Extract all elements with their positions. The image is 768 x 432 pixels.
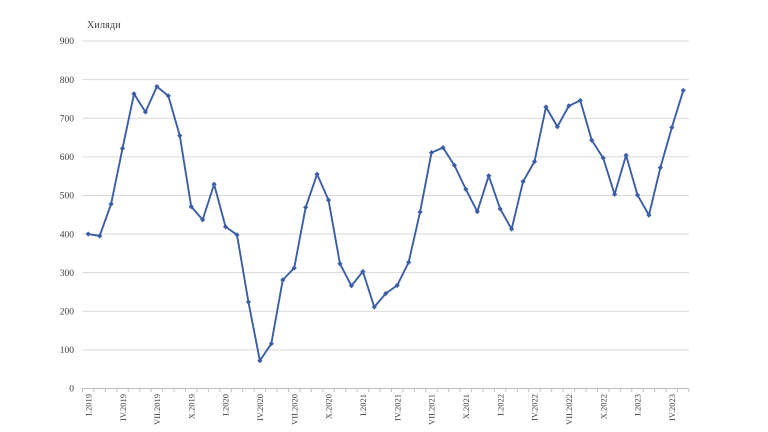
- data-point-marker: [646, 212, 652, 218]
- data-point-marker: [245, 299, 252, 305]
- x-axis-tick-label: I.2023: [633, 394, 643, 416]
- data-point-marker: [577, 97, 583, 104]
- data-point-marker: [554, 124, 561, 130]
- x-axis-tick-label: I.2019: [83, 394, 93, 416]
- data-point-marker: [97, 233, 103, 239]
- data-point-marker: [669, 124, 675, 131]
- data-point-marker: [303, 204, 309, 211]
- x-axis-tick-label: I.2022: [495, 394, 505, 416]
- data-point-marker: [268, 341, 274, 347]
- data-point-marker: [543, 104, 549, 110]
- data-point-marker: [531, 158, 538, 165]
- data-point-marker: [360, 268, 366, 275]
- data-point-marker: [520, 178, 526, 185]
- x-axis-tick-label: X.2019: [186, 394, 196, 419]
- data-point-marker: [177, 132, 183, 139]
- data-point-marker: [222, 224, 229, 230]
- data-point-marker: [566, 103, 572, 109]
- x-axis-tick-label: IV.2023: [667, 394, 677, 421]
- data-point-marker: [383, 290, 389, 297]
- data-point-marker: [257, 358, 263, 364]
- data-point-marker: [497, 206, 503, 212]
- data-point-marker: [394, 282, 400, 289]
- data-point-marker: [85, 231, 91, 237]
- data-point-marker: [131, 91, 137, 97]
- data-point-marker: [509, 226, 515, 232]
- data-point-marker: [486, 173, 492, 179]
- data-point-marker: [589, 137, 595, 143]
- y-axis-tick-label: 600: [60, 153, 75, 163]
- data-point-marker: [165, 93, 171, 99]
- data-point-marker: [428, 149, 435, 156]
- data-point-marker: [325, 197, 332, 203]
- y-axis-title: Хиляди: [87, 20, 121, 31]
- data-point-marker: [142, 109, 149, 115]
- data-point-marker: [463, 186, 469, 192]
- data-point-marker: [188, 204, 194, 210]
- data-point-marker: [348, 283, 355, 289]
- data-line: [87, 85, 685, 362]
- x-axis-tick-label: VII.2021: [427, 394, 437, 425]
- x-axis-tick-label: I.2020: [221, 394, 231, 416]
- data-point-marker: [623, 152, 629, 158]
- data-point-marker: [200, 217, 206, 223]
- data-point-marker: [119, 145, 126, 151]
- data-point-marker: [234, 232, 240, 238]
- y-axis-tick-label: 100: [60, 346, 75, 356]
- data-point-marker: [211, 181, 217, 187]
- x-axis-tick-label: IV.2021: [392, 394, 402, 421]
- data-point-marker: [406, 259, 412, 265]
- y-axis-tick-label: 0: [69, 385, 74, 395]
- data-point-marker: [371, 304, 377, 310]
- data-point-marker: [154, 83, 160, 90]
- data-point-marker: [474, 209, 480, 215]
- y-axis-tick-label: 200: [60, 307, 75, 317]
- data-point-marker: [451, 162, 458, 168]
- data-point-marker: [657, 165, 663, 171]
- data-point-marker: [634, 192, 641, 198]
- x-axis-tick-label: IV.2020: [255, 394, 265, 421]
- x-axis-tick-label: VII.2019: [152, 394, 162, 425]
- data-point-marker: [314, 171, 320, 177]
- y-axis-tick-label: 400: [60, 230, 75, 240]
- data-point-marker: [108, 201, 114, 207]
- x-axis-tick-label: VII.2020: [289, 394, 299, 425]
- data-point-marker: [337, 261, 343, 267]
- y-axis-tick-label: 700: [60, 114, 75, 124]
- x-axis-tick-label: X.2021: [461, 394, 471, 419]
- y-axis-tick-label: 500: [60, 192, 75, 202]
- y-axis-tick-label: 300: [60, 269, 75, 279]
- data-point-marker: [280, 277, 286, 283]
- data-point-marker: [417, 209, 423, 215]
- x-axis-tick-label: X.2022: [598, 394, 608, 419]
- data-point-marker: [600, 155, 606, 161]
- data-point-marker: [291, 265, 297, 271]
- x-axis-tick-label: IV.2022: [530, 394, 540, 421]
- data-point-marker: [440, 144, 446, 151]
- x-axis-tick-label: X.2020: [324, 394, 334, 419]
- data-point-marker: [680, 87, 686, 94]
- x-axis-tick-label: I.2021: [358, 394, 368, 416]
- x-axis-tick-label: VII.2022: [564, 394, 574, 425]
- y-axis-tick-label: 900: [60, 37, 75, 47]
- x-axis-tick-label: IV.2019: [118, 394, 128, 421]
- y-axis-tick-label: 800: [60, 76, 75, 86]
- data-point-marker: [612, 191, 618, 197]
